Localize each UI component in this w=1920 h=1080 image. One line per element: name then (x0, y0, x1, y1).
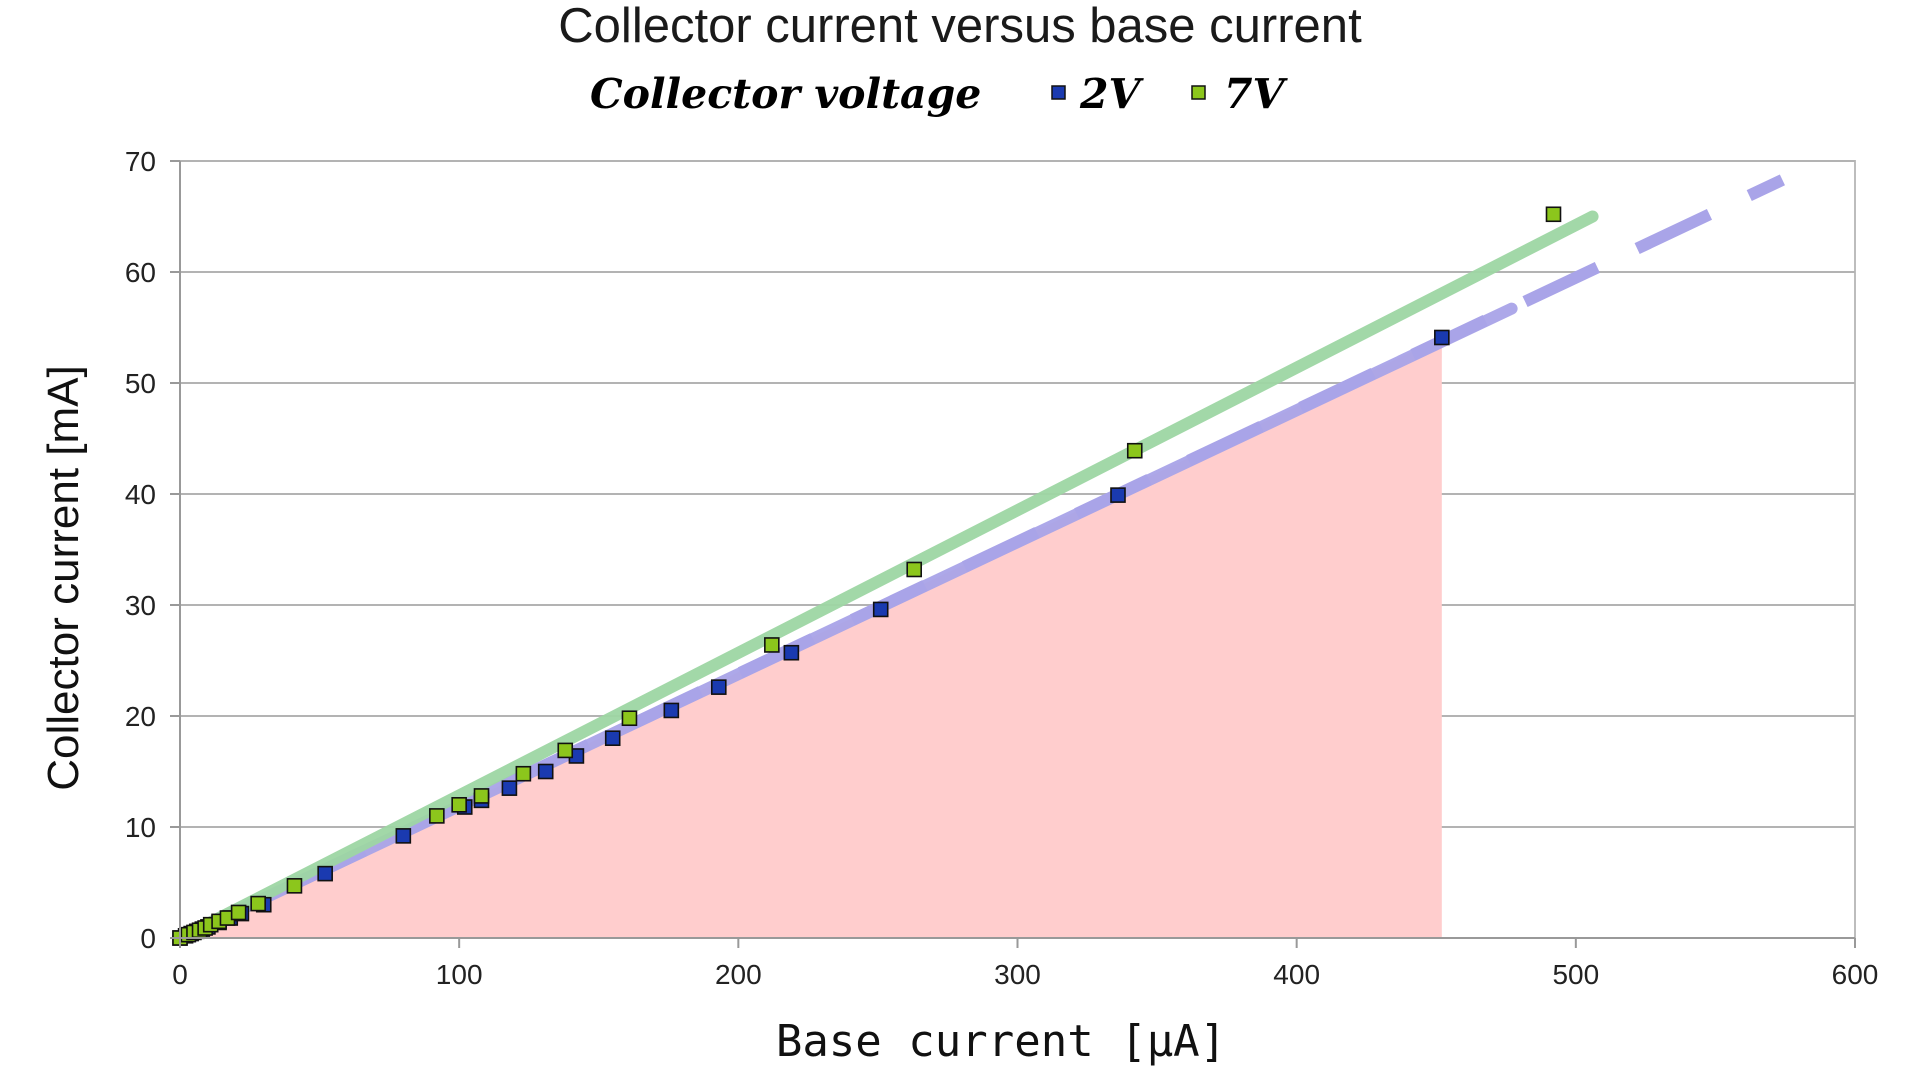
point-2v (710, 679, 727, 695)
y-tick-label: 50 (125, 368, 156, 399)
point-7v (286, 878, 303, 894)
y-tick-label: 40 (125, 479, 156, 510)
x-axis-label: Base current [μA] (776, 1016, 1226, 1067)
point-2v (317, 865, 333, 882)
point-7v (250, 895, 266, 912)
y-axis-label: Collector current [mA] (39, 365, 88, 790)
point-2v (872, 601, 889, 618)
legend-title: Collector voltage (590, 70, 981, 118)
axes (170, 160, 1856, 948)
legend-label-2v: 2V (1079, 70, 1145, 118)
x-tick-label: 0 (172, 959, 188, 990)
point-2v (537, 763, 554, 780)
x-tick-label: 100 (436, 959, 483, 990)
x-tick-label: 300 (994, 959, 1041, 990)
legend-label-7v: 7V (1224, 70, 1289, 118)
y-tick-label: 70 (125, 146, 156, 177)
point-7v (1126, 442, 1143, 459)
point-2v (1434, 329, 1450, 346)
x-tick-label: 600 (1832, 959, 1879, 990)
point-2v (501, 780, 518, 796)
legend-marker-7v (1191, 85, 1206, 100)
point-2v (1110, 487, 1126, 503)
point-7v (473, 788, 490, 804)
point-2v (604, 730, 621, 747)
y-tick-label: 30 (125, 590, 156, 621)
x-tick-label: 400 (1273, 959, 1320, 990)
point-7v (230, 904, 247, 921)
x-tick-label: 200 (715, 959, 762, 990)
legend: Collector voltage 2V 7V (590, 70, 1289, 118)
trendline-7v (174, 210, 1599, 944)
x-tick-label: 500 (1552, 959, 1599, 990)
tick-labels: 0 10 20 30 40 50 60 70 0 100 200 300 400 500 600 (125, 146, 1879, 990)
y-tick-label: 0 (140, 923, 156, 954)
point-7v (429, 808, 445, 824)
point-2v (395, 828, 412, 844)
legend-marker-2v (1051, 85, 1066, 100)
point-7v (621, 710, 638, 727)
y-tick-label: 60 (125, 257, 156, 288)
point-7v (515, 765, 532, 782)
y-tick-label: 10 (125, 812, 156, 843)
point-2v (783, 644, 800, 661)
y-tick-label: 20 (125, 701, 156, 732)
point-7v (557, 742, 574, 759)
point-7v (451, 796, 467, 813)
point-7v (764, 637, 780, 653)
chart-title: Collector current versus base current (558, 0, 1362, 53)
point-2v (663, 702, 680, 719)
point-7v (1545, 206, 1562, 223)
point-7v (906, 561, 923, 578)
